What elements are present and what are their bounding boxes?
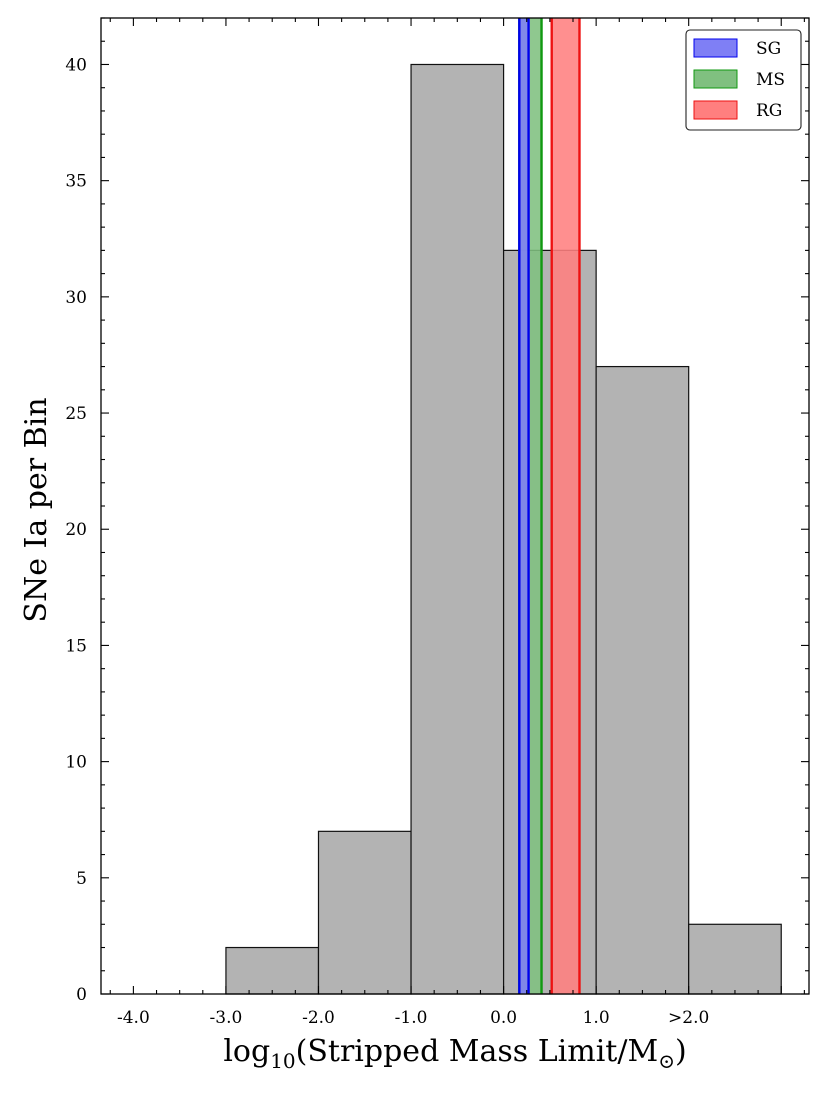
y-tick-label: 40 [65,55,87,75]
x-tick-label: -3.0 [210,1008,243,1028]
y-tick-label: 5 [76,869,87,889]
legend-label-rg: RG [756,101,782,121]
legend-swatch-sg [693,38,738,58]
x-axis-title-end: ) [675,1034,687,1069]
histogram-bar [502,249,597,995]
y-tick-label: 25 [65,404,87,424]
y-tick-label: 30 [65,288,87,308]
x-tick-label: 1.0 [583,1008,610,1028]
y-tick-label: 35 [65,172,87,192]
y-tick-label: 15 [65,636,87,656]
x-axis-title-sub: 10 [270,1049,295,1073]
legend-label-ms: MS [756,70,785,90]
y-tick-label: 20 [65,520,87,540]
x-tick-label: >2.0 [668,1008,709,1028]
legend-swatch-ms [693,69,738,89]
y-tick-label: 10 [65,753,87,773]
histogram-bar [317,830,412,995]
legend-label-sg: SG [756,39,781,59]
y-tick-label: 0 [76,985,87,1005]
x-axis-title-main: (Stripped Mass Limit/M [296,1034,659,1069]
x-axis-title: log10(Stripped Mass Limit/M⊙) [223,1034,686,1073]
histogram-bar [225,946,320,995]
band-sg [519,18,529,994]
plot-frame [100,17,810,995]
band-rg [551,18,580,994]
legend-swatch-rg [693,100,738,120]
x-tick-label: 0.0 [490,1008,517,1028]
histogram-bar [688,923,782,995]
x-tick-label: -2.0 [302,1008,335,1028]
x-tick-label: -1.0 [395,1008,428,1028]
y-axis-title: SNe Ia per Bin [19,397,54,622]
histogram-bar [595,365,690,995]
x-tick-label: -4.0 [117,1008,150,1028]
x-axis-title-log: log [223,1034,270,1069]
x-axis-title-sun: ⊙ [658,1049,675,1073]
histogram-bar [410,63,505,995]
